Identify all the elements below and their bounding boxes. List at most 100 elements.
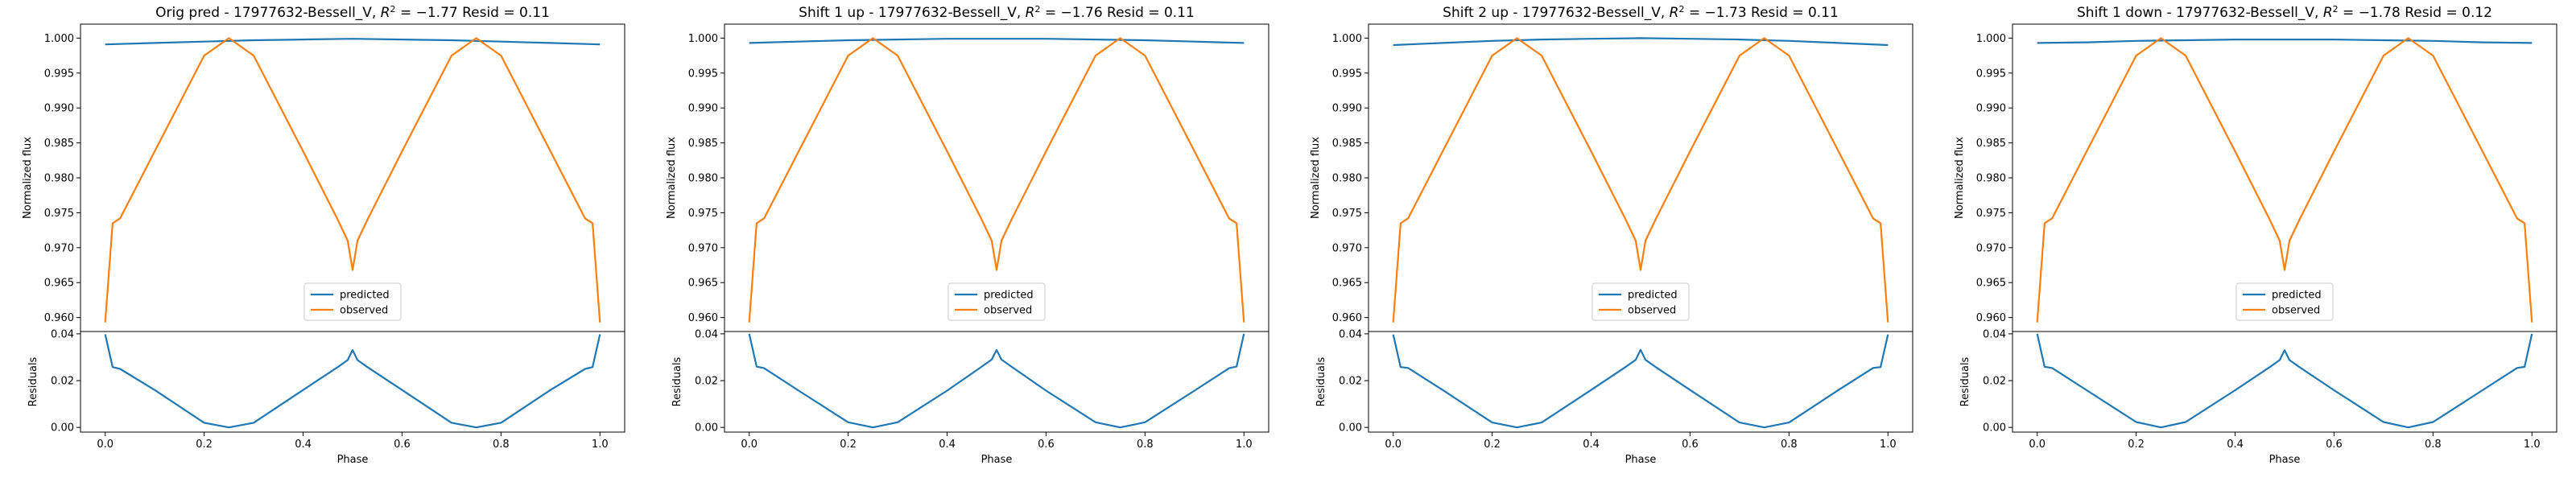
residual-y-tick-label: 0.00 bbox=[51, 422, 74, 435]
legend bbox=[2235, 282, 2334, 321]
y-tick-label: 0.990 bbox=[44, 103, 74, 115]
x-axis-label: Phase bbox=[1625, 454, 1657, 466]
x-tick-label: 0.2 bbox=[2128, 439, 2145, 451]
series-line-observed bbox=[2036, 37, 2533, 323]
y-tick-label: 0.990 bbox=[1332, 103, 1362, 115]
x-tick-label: 0.4 bbox=[295, 439, 312, 451]
y-tick-label: 0.995 bbox=[1976, 68, 2006, 80]
y-tick-label: 0.965 bbox=[688, 278, 718, 290]
y-tick-label: 0.960 bbox=[1332, 312, 1362, 324]
series-line-observed bbox=[748, 37, 1245, 323]
y-tick-label: 0.980 bbox=[688, 173, 718, 185]
chart-title-r: R bbox=[381, 5, 390, 21]
residual-axes-frame bbox=[724, 331, 1269, 433]
y-tick-label: 0.965 bbox=[44, 278, 74, 290]
y-tick-label: 0.990 bbox=[688, 103, 718, 115]
series-line-predicted bbox=[749, 38, 1245, 44]
chart-title-r: R bbox=[1026, 5, 1035, 21]
chart-title-value: = −1.77 Resid = 0.11 bbox=[396, 5, 550, 21]
x-tick-label: 0.6 bbox=[2326, 439, 2343, 451]
x-tick-label: 0.4 bbox=[939, 439, 956, 451]
chart-title-r: R bbox=[1670, 5, 1679, 21]
x-tick-label: 0.0 bbox=[1385, 439, 1402, 451]
x-axis-label: Phase bbox=[2269, 454, 2301, 466]
x-axis-label: Phase bbox=[981, 454, 1013, 466]
chart-title-value: = −1.78 Resid = 0.12 bbox=[2339, 5, 2492, 21]
residual-y-axis-label: Residuals bbox=[1959, 356, 1971, 406]
legend-label-observed: observed bbox=[340, 305, 388, 317]
series-line-predicted bbox=[105, 38, 601, 46]
y-tick-label: 0.970 bbox=[44, 242, 74, 254]
y-tick-label: 0.990 bbox=[1976, 103, 2006, 115]
y-tick-label: 0.995 bbox=[1332, 68, 1362, 80]
legend-label-observed: observed bbox=[1628, 305, 1676, 317]
x-tick-label: 0.2 bbox=[1484, 439, 1501, 451]
residual-y-tick-label: 0.02 bbox=[695, 376, 718, 388]
x-tick-label: 0.6 bbox=[1682, 439, 1699, 451]
x-tick-label: 0.8 bbox=[1781, 439, 1798, 451]
residual-y-tick-label: 0.00 bbox=[1339, 422, 1362, 435]
chart-title-sup: 2 bbox=[1034, 4, 1040, 14]
residual-line bbox=[2036, 333, 2533, 429]
y-tick-label: 0.985 bbox=[688, 138, 718, 150]
chart-title-value: = −1.76 Resid = 0.11 bbox=[1040, 5, 1194, 21]
residual-line bbox=[104, 334, 601, 429]
chart-title: Orig pred - 17977632-Bessell_V, R2 = −1.… bbox=[155, 4, 550, 21]
y-axis-label: Normalized flux bbox=[1954, 137, 1966, 219]
legend-label-predicted: predicted bbox=[1628, 290, 1678, 302]
y-tick-label: 0.965 bbox=[1976, 278, 2006, 290]
chart-panel-3: Shift 2 up - 17977632-Bessell_V, R2 = −1… bbox=[1310, 4, 1913, 466]
residual-y-tick-label: 0.02 bbox=[51, 376, 74, 388]
y-tick-label: 0.965 bbox=[1332, 278, 1362, 290]
series-line-observed bbox=[104, 37, 601, 323]
y-axis-label: Normalized flux bbox=[666, 137, 678, 219]
chart-title: Shift 2 up - 17977632-Bessell_V, R2 = −1… bbox=[1443, 4, 1839, 21]
residual-axes-frame bbox=[80, 331, 625, 433]
x-tick-label: 0.8 bbox=[1137, 439, 1154, 451]
legend-label-predicted: predicted bbox=[2272, 290, 2322, 302]
residual-y-axis-label: Residuals bbox=[671, 356, 683, 406]
residual-line bbox=[748, 333, 1245, 429]
x-tick-label: 0.2 bbox=[840, 439, 857, 451]
series-line-predicted bbox=[2037, 39, 2533, 44]
y-tick-label: 0.995 bbox=[688, 68, 718, 80]
legend-label-predicted: predicted bbox=[984, 290, 1034, 302]
legend bbox=[947, 282, 1046, 321]
y-tick-label: 0.960 bbox=[44, 312, 74, 324]
y-tick-label: 0.995 bbox=[44, 68, 74, 80]
legend bbox=[1591, 282, 1690, 321]
x-tick-label: 1.0 bbox=[1236, 439, 1253, 451]
x-tick-label: 0.4 bbox=[1583, 439, 1600, 451]
chart-panel-4: Shift 1 down - 17977632-Bessell_V, R2 = … bbox=[1954, 4, 2557, 466]
chart-title-sup: 2 bbox=[2333, 4, 2339, 14]
residual-axes-frame bbox=[1368, 331, 1913, 433]
residual-axes-frame bbox=[2012, 331, 2557, 433]
legend-label-observed: observed bbox=[2272, 305, 2320, 317]
x-tick-label: 1.0 bbox=[592, 439, 609, 451]
y-tick-label: 0.975 bbox=[1976, 208, 2006, 220]
y-tick-label: 0.975 bbox=[1332, 208, 1362, 220]
y-axis-label: Normalized flux bbox=[1310, 137, 1322, 219]
series-line-observed bbox=[1392, 37, 1889, 323]
y-tick-label: 0.975 bbox=[688, 208, 718, 220]
residual-y-tick-label: 0.00 bbox=[1983, 422, 2006, 435]
chart-title-text: Orig pred - 17977632-Bessell_V, bbox=[155, 5, 381, 21]
y-tick-label: 1.000 bbox=[688, 33, 718, 45]
residual-y-tick-label: 0.04 bbox=[1339, 328, 1362, 340]
y-tick-label: 0.980 bbox=[1976, 173, 2006, 185]
chart-title-text: Shift 1 up - 17977632-Bessell_V, bbox=[799, 5, 1026, 21]
x-tick-label: 0.6 bbox=[1038, 439, 1055, 451]
x-tick-label: 1.0 bbox=[1880, 439, 1897, 451]
x-tick-label: 0.6 bbox=[394, 439, 411, 451]
residual-y-axis-label: Residuals bbox=[27, 356, 39, 406]
x-tick-label: 0.0 bbox=[2029, 439, 2046, 451]
chart-panel-1: Orig pred - 17977632-Bessell_V, R2 = −1.… bbox=[22, 4, 625, 466]
y-tick-label: 0.960 bbox=[688, 312, 718, 324]
chart-title-r: R bbox=[2323, 5, 2333, 21]
x-tick-label: 0.8 bbox=[2425, 439, 2442, 451]
residual-y-tick-label: 0.04 bbox=[695, 328, 718, 340]
residual-y-tick-label: 0.02 bbox=[1983, 376, 2006, 388]
chart-title-sup: 2 bbox=[390, 4, 396, 14]
